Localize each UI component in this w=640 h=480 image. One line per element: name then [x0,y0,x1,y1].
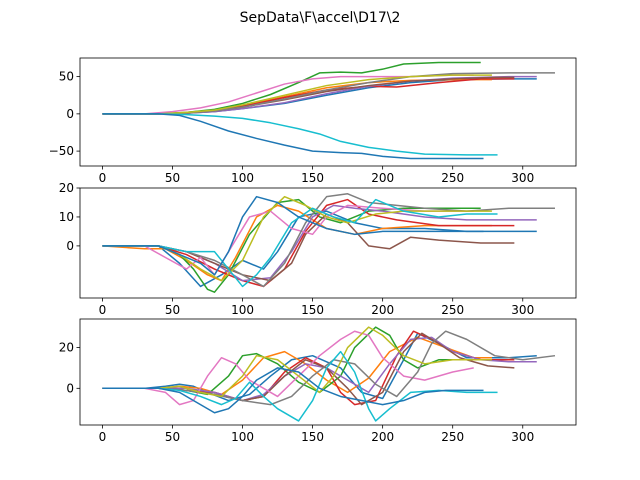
y-tick-label: 0 [66,239,74,253]
x-tick-label: 0 [99,171,107,185]
x-tick-label: 250 [441,171,464,185]
y-tick-label: 0 [66,107,74,121]
axes-frame [79,57,577,167]
x-tick-label: 50 [165,171,180,185]
x-tick-label: 150 [301,303,324,317]
series-line-5 [102,75,537,115]
series-line-11 [102,367,484,414]
y-tick-label: 10 [59,210,74,224]
x-tick-label: 100 [231,171,254,185]
x-tick-label: 300 [511,430,534,444]
series-line-1 [102,78,537,115]
x-tick-label: 300 [511,171,534,185]
series-line-10 [102,198,498,288]
x-tick-label: 250 [441,303,464,317]
x-tick-label: 0 [99,303,107,317]
series-line-7 [102,204,474,276]
series-line-9 [102,195,492,282]
x-tick-label: 50 [165,303,180,317]
series-line-1 [102,210,537,288]
subplot-accel-3: 0 50 100 150 200 250 300 0 20 [59,318,577,444]
axes-frame [79,318,577,426]
series-line-11 [102,195,484,276]
y-tick-label: 20 [59,341,74,355]
series-line-3 [102,61,481,115]
series-line-4 [102,330,515,406]
series-line-2 [102,204,492,282]
series-group [102,326,556,422]
series-group [102,193,555,293]
series-line-10 [102,350,498,422]
x-tick-label: 300 [511,303,534,317]
series-line-8 [102,330,556,406]
series-line-7 [102,330,474,406]
series-line-6 [102,332,515,406]
series-line-6 [102,76,515,115]
y-tick-label: 0 [66,381,74,395]
series-line-4 [102,78,515,115]
x-tick-label: 200 [371,171,394,185]
x-tick-label: 250 [441,430,464,444]
figure-title: SepData\F\accel\D17\2 [240,10,401,26]
series-line-4 [102,198,515,288]
y-tick-label: −50 [49,144,74,158]
x-tick-label: 0 [99,430,107,444]
y-tick-label: 50 [59,70,74,84]
subplot-accel-2: 0 50 100 150 200 250 300 0 10 20 [59,181,577,317]
series-line-9 [102,326,492,398]
x-tick-label: 200 [371,303,394,317]
series-line-5 [102,336,537,402]
axes-frame [79,187,577,299]
x-tick-label: 100 [231,303,254,317]
x-tick-label: 150 [301,171,324,185]
y-tick-label: 20 [59,181,74,195]
series-line-9 [102,74,492,115]
series-line-10 [102,113,498,156]
x-tick-label: 100 [231,430,254,444]
series-line-11 [102,113,484,160]
series-group [102,61,555,160]
x-tick-label: 50 [165,430,180,444]
subplot-accel-1: 0 50 100 150 200 250 300 −50 0 50 [49,57,577,185]
x-tick-label: 200 [371,430,394,444]
x-tick-label: 150 [301,430,324,444]
